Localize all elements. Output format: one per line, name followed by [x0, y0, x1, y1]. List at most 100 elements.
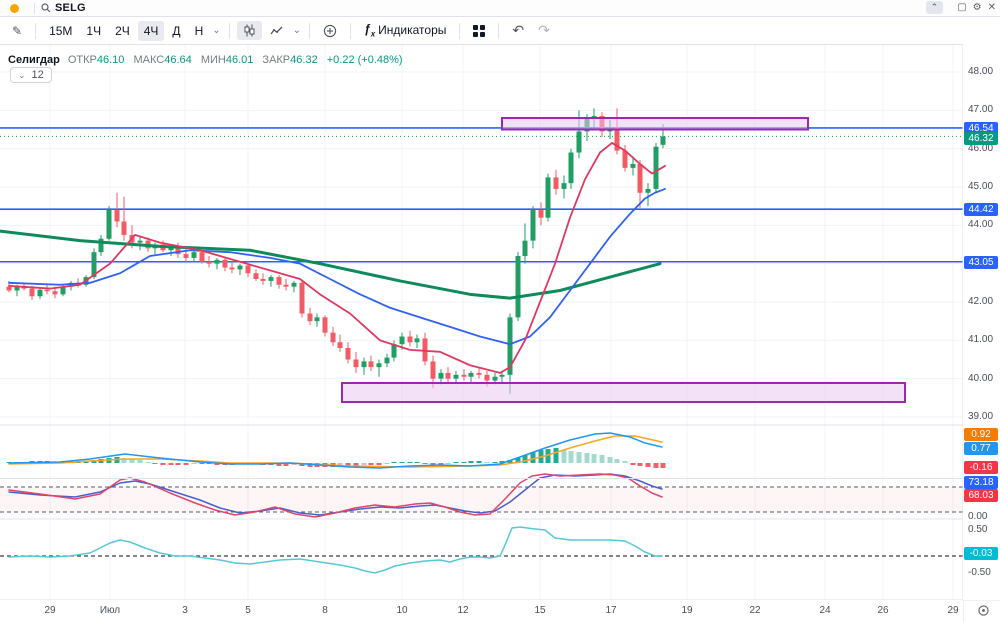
indicators-button[interactable]: ƒx Индикаторы [358, 19, 452, 41]
window-settings-button[interactable]: ⚙ [972, 2, 982, 13]
interval-2h-button[interactable]: 2Ч [115, 23, 130, 38]
candle [337, 342, 343, 348]
redo-button[interactable]: ↷ [538, 22, 550, 38]
draw-tool-button[interactable]: ✎ [12, 23, 23, 38]
time-label: 10 [396, 605, 408, 616]
candle [468, 372, 474, 377]
chart-style-dropdown-chevron-icon[interactable]: ⌄ [292, 25, 302, 36]
undo-button[interactable]: ↶ [512, 22, 525, 38]
interval-15m-button[interactable]: 15М [49, 23, 73, 38]
candle [538, 209, 544, 218]
candle [353, 359, 359, 368]
candle [391, 344, 397, 358]
time-label: 29 [947, 605, 959, 616]
price-label: 39.00 [968, 411, 994, 422]
time-axis[interactable]: 29 Июл 3 5 8 10 12 15 17 19 22 24 26 29 [0, 600, 963, 622]
candle [492, 376, 498, 381]
candle [276, 277, 282, 285]
price-badge: 43.05 [964, 255, 998, 269]
candle [384, 357, 390, 364]
instrument-name[interactable]: Селигдар [8, 54, 60, 66]
price-label: 0.50 [968, 524, 988, 535]
grid-layout-icon [473, 24, 486, 37]
price-badge: 0.92 [964, 427, 998, 441]
candle [576, 131, 582, 153]
change-value: +0.22 (+0.48%) [326, 54, 403, 66]
candle [660, 136, 666, 145]
candle [206, 261, 212, 264]
interval-4h-button[interactable]: 4Ч [137, 20, 165, 41]
candle [121, 221, 127, 235]
time-label: 19 [681, 605, 693, 616]
chart-toolbar: ✎ 15М 1Ч 2Ч 4Ч Д Н ⌄ ⌄ ƒx Индикаторы ↶ ↷ [0, 17, 1000, 45]
time-label: 15 [534, 605, 546, 616]
candle [199, 252, 205, 262]
price-badge: 44.42 [964, 202, 998, 216]
price-label: -0.50 [968, 567, 991, 578]
axis-settings-gear-icon[interactable] [977, 604, 990, 620]
open-label: ОТКР [67, 54, 97, 66]
time-label: 24 [819, 605, 831, 616]
price-label: 46.00 [968, 143, 994, 154]
price-badge: 46.54 [964, 121, 998, 135]
zone-rectangle [341, 382, 906, 403]
candle [399, 336, 405, 345]
candle [637, 163, 643, 193]
time-label: 29 [44, 605, 56, 616]
candle [645, 188, 651, 193]
price-badge: 73.18 [964, 475, 998, 489]
candle [229, 267, 235, 270]
price-label: 40.00 [968, 373, 994, 384]
chart-style-candles-button[interactable] [236, 21, 262, 40]
compare-add-button[interactable] [317, 21, 343, 41]
candle [314, 317, 320, 322]
candle [114, 209, 120, 222]
interval-day-button[interactable]: Д [172, 23, 181, 38]
candle [476, 372, 482, 375]
chart-style-line-button[interactable] [264, 22, 290, 40]
price-axis[interactable]: 48.00 47.00 46.00 45.00 44.00 42.00 41.00 40.00… [963, 17, 1000, 600]
layout-grid-button[interactable] [467, 22, 491, 40]
candle [322, 317, 328, 333]
search-icon [41, 3, 51, 13]
price-label: 47.00 [968, 104, 994, 115]
price-label: 41.00 [968, 334, 994, 345]
high-label: МАКС [133, 54, 165, 66]
candle [453, 374, 459, 379]
time-label: 5 [245, 605, 251, 616]
candle [430, 361, 436, 379]
interval-week-button[interactable]: Н [194, 23, 204, 38]
candle [14, 285, 20, 291]
candle [568, 152, 574, 184]
price-label: 45.00 [968, 181, 994, 192]
divider [309, 22, 311, 39]
candle [507, 317, 513, 375]
low-label: МИН [200, 54, 226, 66]
candle [307, 313, 313, 322]
plus-circle-icon [323, 24, 337, 37]
symbol-search-input[interactable]: SELG [55, 2, 86, 14]
top-bar: SELG ⌃ ▢ ⚙ ✕ [0, 0, 1000, 17]
candle [376, 363, 382, 368]
candle [299, 282, 305, 314]
collapse-panel-button[interactable]: ⌃ [925, 1, 944, 14]
close-button[interactable]: ✕ [987, 2, 996, 13]
indicators-collapse-chip[interactable]: ⌄ 12 [10, 67, 52, 83]
time-label: 12 [457, 605, 469, 616]
close-value: 46.32 [290, 54, 318, 66]
candle [91, 252, 97, 278]
candle [553, 177, 559, 189]
candle [60, 286, 66, 295]
divider [350, 22, 352, 39]
candle [6, 286, 12, 291]
candle [245, 265, 251, 274]
maximize-button[interactable]: ▢ [957, 2, 967, 13]
candle [222, 259, 228, 268]
candle [283, 284, 289, 287]
interval-dropdown-chevron-icon[interactable]: ⌄ [212, 25, 221, 36]
interval-1h-button[interactable]: 1Ч [86, 23, 102, 38]
line-chart-icon [270, 26, 283, 34]
time-label: 3 [182, 605, 188, 616]
